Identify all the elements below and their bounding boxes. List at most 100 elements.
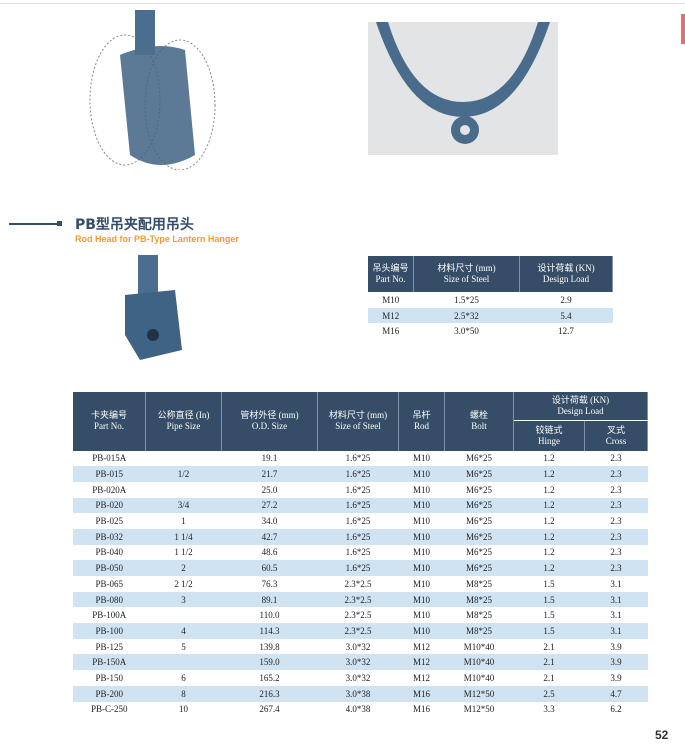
table-cell: 1.2 xyxy=(513,560,585,576)
table-cell: M10 xyxy=(398,497,445,514)
table-cell: 1.2 xyxy=(543,453,555,464)
table-cell: 1.6*25 xyxy=(317,466,399,482)
table-cell: M16 xyxy=(382,326,400,337)
table-cell: M16 xyxy=(412,704,430,715)
table-cell: 3.9 xyxy=(610,641,622,652)
table-cell: PB-020A xyxy=(92,484,127,495)
table-cell: 2.9 xyxy=(560,294,572,305)
page-tab xyxy=(681,14,685,44)
table-cell: M12 xyxy=(412,672,430,683)
table-cell: PB-020 xyxy=(73,497,146,514)
table-cell: M6*25 xyxy=(444,560,514,576)
table-cell: 1.2 xyxy=(543,484,555,495)
table-cell: M12*50 xyxy=(444,685,514,702)
table-cell: M10*40 xyxy=(444,654,514,671)
table-cell: 159.0 xyxy=(221,654,318,671)
th-design-load: 设计荷载 (KN) Design Load xyxy=(513,392,648,421)
table-row: M10 1.5*25 2.9 xyxy=(368,292,613,308)
table-cell: PB-150 xyxy=(95,672,123,683)
table-cell: 4.0*38 xyxy=(345,704,371,715)
table-cell: 76.3 xyxy=(261,578,278,589)
table-cell: M10*40 xyxy=(463,641,495,652)
table-cell: M10 xyxy=(398,528,445,545)
table-cell: 114.3 xyxy=(221,623,318,639)
table-cell: PB-040 xyxy=(95,547,123,558)
table-row: PB-032 1 1/4 42.7 1.6*25 M10 M6*25 1.2 2.3 xyxy=(73,528,648,545)
table-cell: 21.7 xyxy=(221,466,318,482)
table-cell: PB-150A xyxy=(73,654,146,671)
table-cell: PB-100 xyxy=(73,623,146,639)
page-number: 52 xyxy=(655,728,669,742)
table-cell: 3.0*38 xyxy=(317,685,399,702)
table-row: PB-100A 110.0 2.3*2.5 M10 M8*25 1.5 3.1 xyxy=(73,607,648,623)
table-cell: 6 xyxy=(181,672,186,683)
table-cell: 3.0*32 xyxy=(345,672,371,683)
table-cell: 2.3 xyxy=(584,497,648,514)
table-cell: M10*40 xyxy=(463,672,495,683)
table-cell: 3.1 xyxy=(584,591,648,608)
th-od: 管材外径 (mm) O.D. Size xyxy=(221,392,318,451)
table-cell: M8*25 xyxy=(465,578,492,589)
top-rule xyxy=(0,3,685,4)
table-cell: M10 xyxy=(412,610,430,621)
th-bolt: 螺栓 Bolt xyxy=(444,392,514,451)
table-cell: PB-200 xyxy=(73,685,146,702)
table-cell: 2.3*2.5 xyxy=(344,578,372,589)
table-cell: M10 xyxy=(412,516,430,527)
table-cell xyxy=(145,654,222,671)
table-cell: M8*25 xyxy=(465,610,492,621)
table-cell: M12 xyxy=(412,641,430,652)
th-hinge: 铰链式 Hinge xyxy=(513,420,585,451)
table-row: PB-150A 159.0 3.0*32 M12 M10*40 2.1 3.9 xyxy=(73,654,648,671)
table-cell: 2 1/2 xyxy=(174,578,193,589)
table-row: PB-080 3 89.1 2.3*2.5 M10 M8*25 1.5 3.1 xyxy=(73,591,648,608)
table-cell: 2.3 xyxy=(584,466,648,482)
table-cell: M10 xyxy=(398,623,445,639)
table-cell: M10 xyxy=(398,466,445,482)
table-cell: M6*25 xyxy=(465,547,492,558)
table-cell: 3.1 xyxy=(610,610,622,621)
table-cell: 1 1/2 xyxy=(174,547,193,558)
table-cell: 4 xyxy=(145,623,222,639)
table-cell: 2.3 xyxy=(584,528,648,545)
table-cell: M16 xyxy=(398,685,445,702)
table-row: PB-040 1 1/2 48.6 1.6*25 M10 M6*25 1.2 2.3 xyxy=(73,545,648,561)
table-cell: 267.4 xyxy=(259,704,280,715)
table-cell: 2.3*2.5 xyxy=(344,610,372,621)
table-row: PB-150 6 165.2 3.0*32 M12 M10*40 2.1 3.9 xyxy=(73,670,648,686)
table-cell: 5 xyxy=(181,641,186,652)
table-cell: 2.3*2.5 xyxy=(317,591,399,608)
table-cell: 1.6*25 xyxy=(317,560,399,576)
table-cell: 89.1 xyxy=(221,591,318,608)
table-cell: 4.7 xyxy=(584,685,648,702)
table-cell: 5.4 xyxy=(519,307,613,324)
table-cell: 2.3*2.5 xyxy=(317,623,399,639)
table-cell: M6*25 xyxy=(444,528,514,545)
table-row: PB-020A 25.0 1.6*25 M10 M6*25 1.2 2.3 xyxy=(73,482,648,498)
table-cell: 1.6*25 xyxy=(317,528,399,545)
table-cell: PB-125 xyxy=(95,641,123,652)
table-cell: 1.6*25 xyxy=(345,516,371,527)
table-cell: M10 xyxy=(398,591,445,608)
table-row: PB-065 2 1/2 76.3 2.3*2.5 M10 M8*25 1.5 3.1 xyxy=(73,576,648,592)
table-cell: PB-050 xyxy=(73,560,146,576)
table-cell: 3.0*32 xyxy=(345,641,371,652)
table-cell: PB-015 xyxy=(73,466,146,482)
table-cell: 3/4 xyxy=(145,497,222,514)
table-cell: 1.5 xyxy=(513,623,585,639)
section-rule-dot xyxy=(57,221,62,226)
table-cell: 1.2 xyxy=(513,497,585,514)
table-cell: M12 xyxy=(368,307,414,324)
table-cell: 2.1 xyxy=(513,654,585,671)
table-cell: 27.2 xyxy=(221,497,318,514)
table-cell: 110.0 xyxy=(259,610,280,621)
table-cell: 165.2 xyxy=(259,672,280,683)
table-cell: 2.3 xyxy=(610,547,622,558)
table-cell: 1.6*25 xyxy=(345,484,371,495)
table-cell: M6*25 xyxy=(465,484,492,495)
th-steel: 材料尺寸 (mm) Size of Steel xyxy=(317,392,399,451)
table-cell: M10 xyxy=(412,578,430,589)
table-cell: 1.5 xyxy=(543,578,555,589)
rod-head-illustration xyxy=(125,255,182,360)
table-cell: PB-032 xyxy=(73,528,146,545)
